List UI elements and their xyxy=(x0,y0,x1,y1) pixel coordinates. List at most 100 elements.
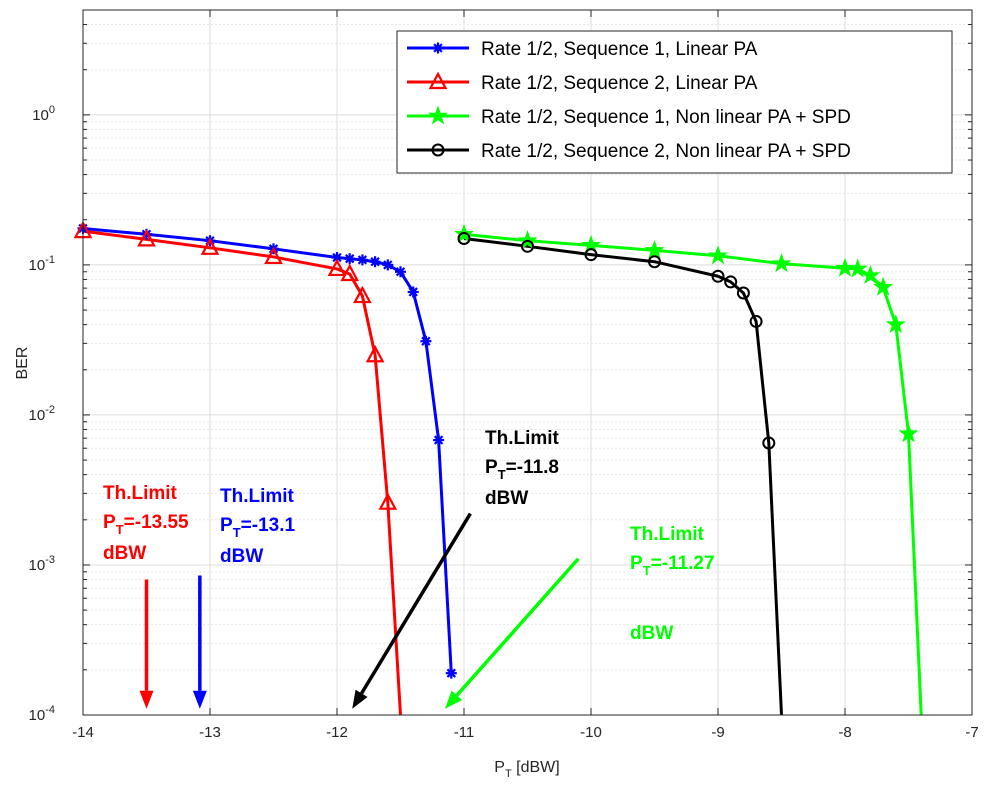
plot-frame xyxy=(82,9,973,716)
series-3-point xyxy=(707,245,729,265)
series-1-point xyxy=(407,286,419,298)
series-3-point xyxy=(898,423,919,443)
y-tick-label-base: 10 xyxy=(29,257,46,274)
y-tick-label-exp: -4 xyxy=(45,704,55,716)
series-3-point xyxy=(873,276,894,296)
annotation-line3: dBW xyxy=(103,543,146,564)
series-1-point xyxy=(382,259,394,271)
series-3-point xyxy=(834,257,856,277)
x-axis-label: PT [dBW] xyxy=(494,759,559,780)
series-2-point xyxy=(378,492,398,510)
legend-marker xyxy=(427,105,449,125)
annotation-line2: PT=-11.27 xyxy=(630,553,715,578)
x-tick-label: -8 xyxy=(838,724,851,741)
x-tick-label: -10 xyxy=(580,724,602,741)
annotation-arrow-head xyxy=(139,690,154,709)
annotation-arrow-head xyxy=(192,690,207,709)
legend-entry: Rate 1/2, Sequence 1, Non linear PA + SP… xyxy=(407,105,851,128)
annotation-line2: PT=-11.8 xyxy=(485,457,559,482)
y-tick-label: 10-4 xyxy=(29,704,55,724)
y-tick-label: 10-1 xyxy=(29,254,55,274)
y-tick-label-base: 10 xyxy=(29,557,46,574)
annotation-layer: Th.LimitPT=-13.55dBWTh.LimitPT=-13.1dBWT… xyxy=(103,428,715,709)
series-2-point xyxy=(340,263,360,282)
annotation-arrow-shaft xyxy=(360,512,472,695)
series-4-point xyxy=(736,286,750,300)
series-3-point xyxy=(885,314,906,334)
annotation-line3: dBW xyxy=(220,546,263,567)
series-line-1 xyxy=(83,226,453,674)
annotation-line1: Th.Limit xyxy=(103,483,178,504)
y-tick-label-exp: -2 xyxy=(45,404,55,416)
series-1-point xyxy=(395,266,406,278)
x-tick-label: -9 xyxy=(711,724,724,741)
series-2-point xyxy=(137,229,156,247)
annotation-arrow-head xyxy=(444,690,463,709)
y-tick-label-exp: -3 xyxy=(45,554,55,566)
series-1-point xyxy=(369,256,381,268)
x-tick-label: -11 xyxy=(454,724,475,741)
annotation-line1: Th.Limit xyxy=(485,428,560,449)
legend-entry: Rate 1/2, Sequence 2, Non linear PA + SP… xyxy=(407,141,851,162)
y-tick-label-base: 10 xyxy=(29,707,46,724)
legend: Rate 1/2, Sequence 1, Linear PA Rate 1/2,… xyxy=(396,30,953,174)
annotation-line1: Th.Limit xyxy=(220,486,295,507)
annotation-black: Th.Limit PT=-11.8 dBW xyxy=(352,428,560,709)
series-3-point xyxy=(771,253,792,273)
y-tick-label-base: 10 xyxy=(32,107,49,124)
annotation-blue: Th.Limit PT=-13.1 dBW xyxy=(192,486,295,709)
legend-entry: Rate 1/2, Sequence 1, Linear PA xyxy=(407,39,758,60)
series-2-point xyxy=(327,258,347,277)
series-1-point xyxy=(445,667,457,679)
series-4-point xyxy=(724,275,738,289)
series-1-point xyxy=(356,254,368,266)
series-line-4 xyxy=(463,236,783,715)
series-1-point xyxy=(433,434,445,446)
x-axis-label-unit: [dBW] xyxy=(512,759,560,776)
series-1-point xyxy=(420,335,432,347)
annotation-line1: Th.Limit xyxy=(630,524,705,545)
legend-label: Rate 1/2, Sequence 1, Non linear PA + SP… xyxy=(481,107,851,128)
annotation-line3: dBW xyxy=(485,488,528,509)
annotation-arrow-head xyxy=(352,689,368,709)
annotation-red: Th.Limit PT=-13.55 dBW xyxy=(103,483,189,709)
legend-box xyxy=(396,30,953,174)
legend-label: Rate 1/2, Sequence 1, Linear PA xyxy=(481,39,758,60)
series-4-point xyxy=(762,436,776,450)
legend-marker xyxy=(428,71,448,90)
legend-label: Rate 1/2, Sequence 2, Non linear PA + SP… xyxy=(481,141,851,162)
x-tick-label: -7 xyxy=(965,724,978,741)
x-tick-label: -12 xyxy=(326,724,348,741)
y-tick-label-base: 10 xyxy=(29,407,46,424)
series-4-point xyxy=(457,231,471,245)
annotation-green: Th.Limit PT=-11.27 dBW xyxy=(444,524,715,709)
series-2-point xyxy=(353,285,372,304)
series-4-point xyxy=(521,239,534,253)
x-axis-label-sub: T xyxy=(505,768,512,780)
series-2-point xyxy=(365,344,385,363)
series-2-point xyxy=(264,246,283,265)
marker-layer xyxy=(73,220,919,679)
y-axis-label: BER xyxy=(14,347,31,380)
x-tick-label: -13 xyxy=(199,724,221,741)
series-3-point xyxy=(644,239,665,259)
y-tick-label-exp: 0 xyxy=(49,104,55,116)
series-2-point xyxy=(200,237,220,255)
y-tick-label: 10-3 xyxy=(29,554,55,574)
series-1-point xyxy=(344,253,356,265)
legend-label: Rate 1/2, Sequence 2, Linear PA xyxy=(481,73,758,94)
legend-entry: Rate 1/2, Sequence 2, Linear PA xyxy=(407,71,758,94)
series-4-point xyxy=(584,248,598,262)
series-4-point xyxy=(648,255,661,269)
annotation-arrow-shaft xyxy=(455,557,580,697)
annotation-line2: PT=-13.55 xyxy=(103,512,189,537)
legend-marker xyxy=(432,42,444,54)
x-tick-label: -14 xyxy=(72,724,94,741)
annotation-line2: PT=-13.1 xyxy=(220,515,295,540)
series-4-point xyxy=(711,269,725,283)
y-tick-label: 100 xyxy=(32,104,55,124)
series-4-point xyxy=(749,314,763,328)
legend-marker xyxy=(431,143,445,157)
